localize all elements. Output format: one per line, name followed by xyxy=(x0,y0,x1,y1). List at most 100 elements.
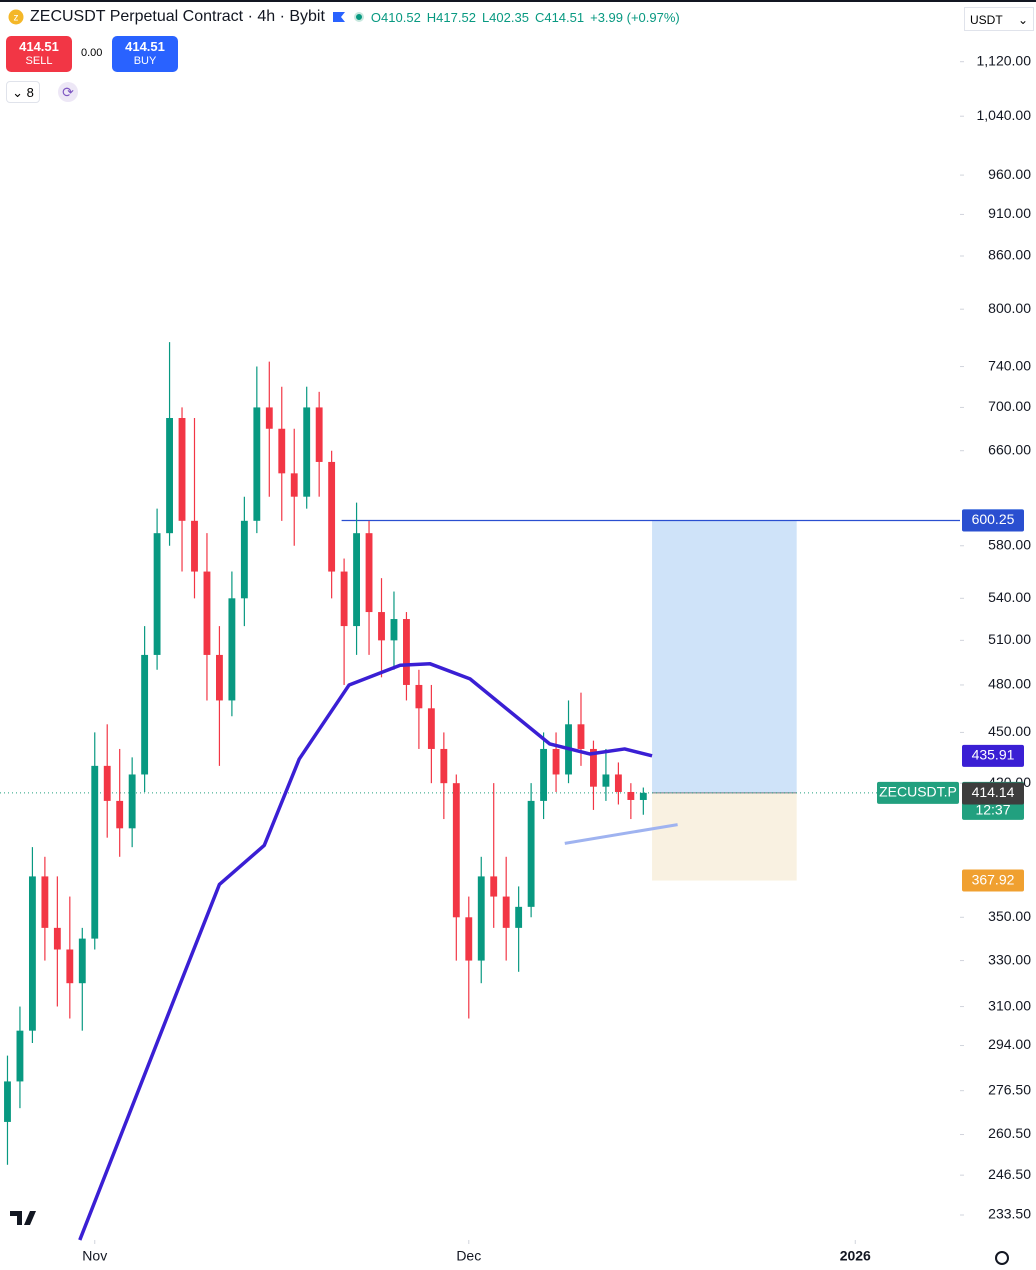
trend-line xyxy=(564,823,678,845)
candle-body xyxy=(253,407,261,521)
change: +3.99 (+0.97%) xyxy=(590,9,680,25)
candle-body xyxy=(540,748,548,801)
y-tick-label: 276.50 xyxy=(988,1081,1031,1097)
candle-body xyxy=(627,791,635,800)
y-tick-label: 660.00 xyxy=(988,441,1031,457)
y-tick-label: 260.50 xyxy=(988,1125,1031,1141)
sell-button[interactable]: 414.51 SELL xyxy=(6,36,72,72)
candle-body xyxy=(91,765,99,939)
candle-body xyxy=(141,654,149,775)
candle-body xyxy=(590,748,597,787)
candle-body xyxy=(203,571,211,655)
indicator-count: 8 xyxy=(26,85,34,100)
y-tick-label: 700.00 xyxy=(988,398,1031,414)
candle-body xyxy=(353,533,360,627)
candle-body xyxy=(365,533,373,613)
candle-body xyxy=(465,917,473,961)
header: z ZECUSDT Perpetual Contract · 4h · Bybi… xyxy=(8,8,680,26)
svg-text:z: z xyxy=(14,13,19,24)
sell-price: 414.51 xyxy=(19,39,59,54)
currency-select[interactable]: USDT ⌄ xyxy=(964,7,1034,31)
candle-body xyxy=(552,748,560,775)
candle-body xyxy=(240,520,248,599)
y-tick-label: 330.00 xyxy=(988,951,1031,967)
candle-body xyxy=(515,906,523,928)
candle-body xyxy=(178,418,186,521)
x-tick-label: Nov xyxy=(82,1248,107,1264)
y-tick-label: 350.00 xyxy=(988,908,1031,924)
candle-body xyxy=(78,938,86,984)
price-label: 414.14 xyxy=(972,784,1015,800)
candle-body xyxy=(265,407,273,429)
refresh-icon[interactable]: ⟳ xyxy=(58,82,78,102)
currency: USDT xyxy=(970,13,1003,27)
candle-body xyxy=(228,598,236,701)
candle-body xyxy=(427,708,435,749)
symbol-tag-bg xyxy=(877,781,959,804)
y-tick-label: 510.00 xyxy=(988,631,1031,647)
spread: 0.00 xyxy=(81,47,103,59)
y-tick-label: 860.00 xyxy=(988,247,1031,263)
price-label-bg xyxy=(962,869,1024,892)
candle-body xyxy=(577,724,585,749)
buy-label: BUY xyxy=(133,55,157,67)
candle-body xyxy=(477,876,485,961)
y-tick-label: 1,120.00 xyxy=(977,52,1032,68)
sell-label: SELL xyxy=(25,55,53,67)
candle-body xyxy=(378,612,385,641)
price-label-bg xyxy=(962,509,1024,532)
y-tick-label: 910.00 xyxy=(988,205,1031,221)
y-tick-label: 480.00 xyxy=(988,676,1031,692)
candle-body xyxy=(153,533,161,655)
close: C414.51 xyxy=(534,9,585,25)
y-tick-label: 1,040.00 xyxy=(977,107,1032,123)
candle-body xyxy=(4,1081,11,1122)
indicator-toggle[interactable]: ⌄ 8 xyxy=(6,81,40,103)
candle-body xyxy=(28,876,36,1031)
coin-icon: z xyxy=(8,9,24,25)
price-label-bg xyxy=(962,782,1024,805)
candle-body xyxy=(490,876,498,897)
price-label-bg xyxy=(962,744,1024,767)
y-tick-label: 540.00 xyxy=(988,589,1031,605)
candle-body xyxy=(602,774,610,787)
low: L402.35 xyxy=(481,9,529,25)
candle-body xyxy=(166,418,173,534)
stop-zone xyxy=(652,792,797,881)
y-tick-label: 580.00 xyxy=(988,536,1031,552)
candle-body xyxy=(415,684,423,709)
candle-body xyxy=(103,765,111,801)
candle-body xyxy=(527,800,535,907)
candle-body xyxy=(315,407,323,462)
x-tick-label: Dec xyxy=(456,1248,481,1264)
moving-average xyxy=(78,662,653,1241)
candle-body xyxy=(502,896,510,928)
candle-body xyxy=(16,1030,24,1082)
y-tick-label: 246.50 xyxy=(988,1166,1031,1182)
buy-button[interactable]: 414.51 BUY xyxy=(112,36,178,72)
candle-body xyxy=(614,774,622,792)
candle-body xyxy=(216,654,223,701)
y-tick-label: 233.50 xyxy=(988,1206,1031,1222)
open: O410.52 xyxy=(370,9,421,25)
candle-body xyxy=(116,800,124,829)
y-tick-label: 740.00 xyxy=(988,357,1031,373)
y-tick-label: 310.00 xyxy=(988,997,1031,1013)
candle-body xyxy=(340,571,348,627)
status-dot xyxy=(353,12,364,22)
y-tick-label: 450.00 xyxy=(988,723,1031,739)
y-tick-label: 294.00 xyxy=(988,1036,1031,1052)
top-border xyxy=(0,0,1036,2)
symbol-tag: ZECUSDT.P xyxy=(879,784,957,800)
buy-price: 414.51 xyxy=(125,39,165,54)
symbol[interactable]: ZECUSDT Perpetual Contract · 4h · Bybit xyxy=(30,8,325,25)
high: H417.52 xyxy=(426,9,476,25)
candle-body xyxy=(303,407,311,497)
candle-body xyxy=(278,428,286,474)
candle-body xyxy=(191,520,198,572)
flag-icon[interactable] xyxy=(331,10,347,24)
candle-body xyxy=(328,461,336,572)
y-tick-label: 800.00 xyxy=(988,300,1031,316)
